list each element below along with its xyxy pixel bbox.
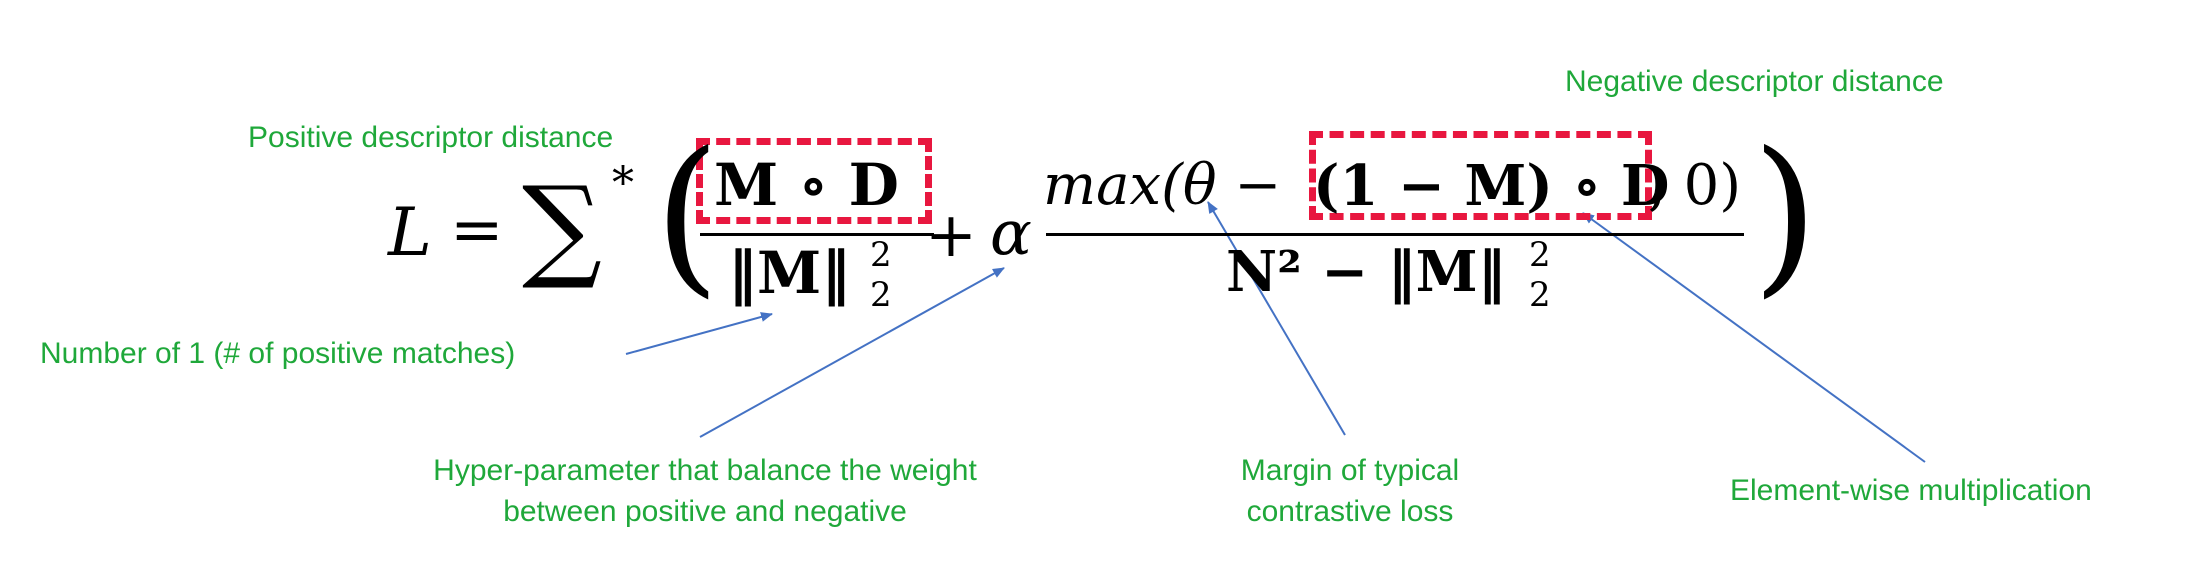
margin-label-line1: Margin of typical	[1240, 454, 1460, 487]
negative-distance-label: Negative descriptor distance	[1565, 65, 1944, 98]
arrow-hyperparam	[699, 267, 1005, 438]
second-denominator: N² − ‖M‖	[1226, 239, 1506, 305]
elementwise-label: Element-wise multiplication	[1730, 474, 2092, 507]
formula-equals: =	[450, 193, 504, 267]
close-paren: )	[1752, 116, 1819, 314]
first-denominator-sup: 2	[870, 235, 892, 275]
first-denominator-norm: ‖M‖	[728, 239, 851, 307]
open-paren: (	[654, 116, 721, 314]
num-positive-label: Number of 1 (# of positive matches)	[40, 337, 516, 370]
arrow-margin	[1207, 201, 1346, 436]
hyperparam-label-line1: Hyper-parameter that balance the weight	[433, 454, 977, 487]
positive-distance-label: Positive descriptor distance	[248, 121, 614, 154]
second-numerator-tail: , 0)	[1648, 153, 1742, 218]
negative-distance-box	[1309, 131, 1652, 220]
second-denominator-sup: 2	[1529, 235, 1551, 275]
alpha-symbol: α	[990, 196, 1032, 269]
first-numerator: M ∘ D	[714, 151, 899, 219]
arrow-elementwise	[1582, 212, 1926, 463]
positive-distance-box	[696, 138, 932, 224]
formula-lhs: L	[388, 194, 432, 271]
second-denominator-sub: 2	[1529, 275, 1551, 315]
second-fraction-bar	[1046, 233, 1744, 236]
hyperparam-label: Hyper-parameter that balance the weight …	[380, 450, 1030, 532]
hyperparam-label-line2: between positive and negative	[503, 495, 907, 528]
arrow-num-positive	[625, 312, 773, 355]
first-fraction-bar	[700, 233, 934, 236]
second-numerator-term: (1 − M) ∘ D	[1313, 153, 1670, 219]
sum-star: *	[612, 158, 634, 209]
second-numerator-func: max(θ −	[1043, 153, 1282, 218]
formula-plus: +	[925, 198, 977, 271]
margin-label: Margin of typical contrastive loss	[1200, 450, 1500, 532]
first-denominator-sub: 2	[870, 275, 892, 315]
margin-label-line2: contrastive loss	[1246, 495, 1454, 528]
sum-symbol: ∑	[522, 163, 602, 293]
